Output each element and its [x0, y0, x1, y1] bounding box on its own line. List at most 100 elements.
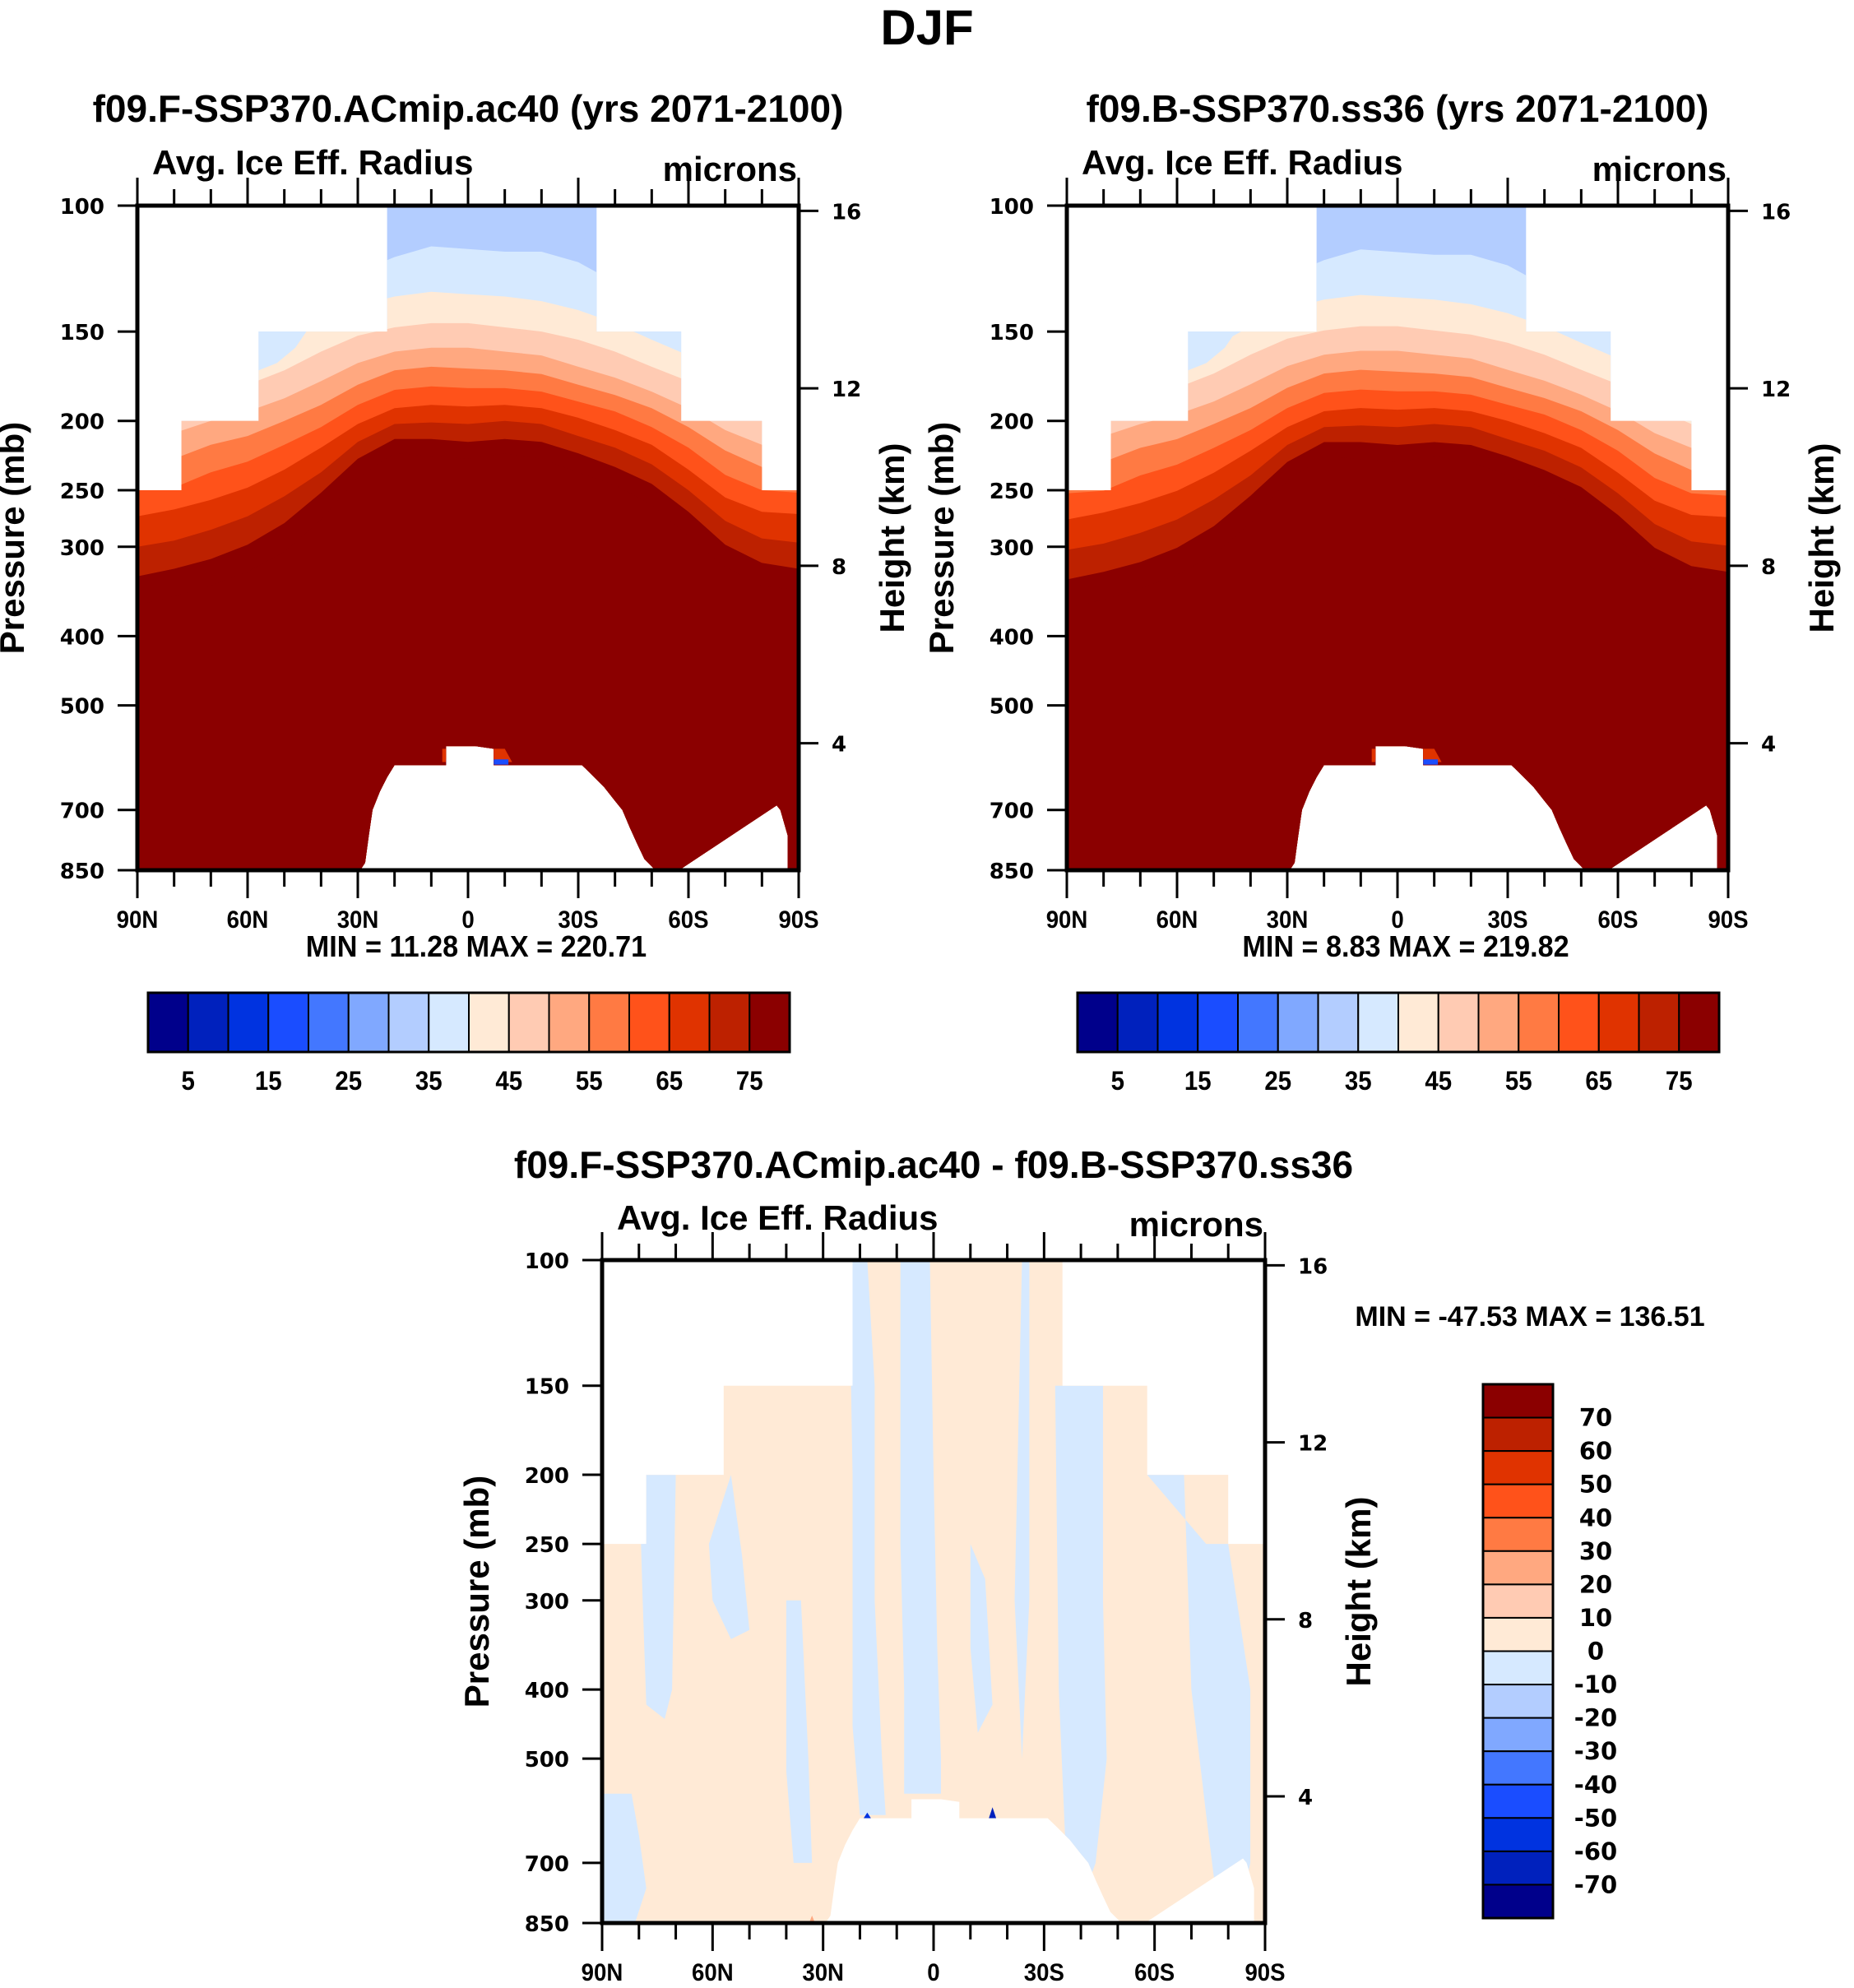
colorbar-frame	[146, 991, 791, 1054]
colorbar-label: -60	[1574, 1837, 1617, 1865]
y-right-tick-label: 16	[1761, 200, 1791, 225]
colorbar-swatch	[1482, 1416, 1554, 1453]
y-tick-label: 500	[525, 1748, 569, 1773]
y-tick-label: 250	[525, 1533, 569, 1558]
colorbar-swatch	[428, 992, 470, 1053]
colorbar-swatch	[1237, 992, 1279, 1053]
contour-band	[786, 1600, 813, 1863]
units-label: microns	[1129, 1205, 1263, 1244]
y-tick-label: 400	[990, 625, 1034, 650]
colorbar-swatch	[708, 992, 751, 1053]
x-tick-label: 90N	[582, 1959, 623, 1986]
y-tick-label: 500	[60, 695, 104, 720]
y-right-tick-label: 8	[1298, 1609, 1313, 1633]
x-tick-label: 60S	[668, 906, 708, 934]
colorbar-swatch	[1482, 1717, 1554, 1753]
colorbar-swatch	[1482, 1450, 1554, 1485]
contour-band	[1054, 1385, 1107, 1905]
colorbar-swatch	[668, 992, 711, 1053]
colorbar-swatch	[1482, 1650, 1554, 1686]
colorbar-swatch	[227, 992, 270, 1053]
contour-band	[258, 331, 307, 371]
colorbar-swatch	[187, 992, 229, 1053]
colorbar-swatch	[1437, 992, 1480, 1053]
colorbar-swatch	[628, 992, 670, 1053]
y-right-axis-label: Height (km)	[1802, 443, 1841, 633]
colorbar-swatch	[308, 992, 350, 1053]
colorbar-swatch	[1116, 992, 1159, 1053]
y-right-tick-label: 12	[1761, 378, 1791, 402]
x-tick-label: 60N	[227, 906, 269, 934]
y-right-axis-label: Height (km)	[873, 443, 911, 633]
min-max-stats: MIN = 8.83 MAX = 219.82	[1242, 930, 1569, 963]
colorbar: 5 15 25 35 45 55 65 75	[146, 991, 791, 1096]
contour-artifact	[989, 1807, 997, 1819]
colorbar: 70 60 50 40 30 20 10 0 -10 -20 -30 -40 -50 -60 -70	[1481, 1383, 1617, 1920]
x-tick-label: 60S	[1597, 906, 1638, 934]
variable-label: Avg. Ice Eff. Radius	[152, 143, 474, 182]
contour-artifact	[926, 1807, 952, 1819]
contour-artifact	[863, 1812, 871, 1819]
colorbar-swatch	[1482, 1483, 1554, 1519]
colorbar-label: 45	[495, 1066, 522, 1096]
colorbar-swatch	[1156, 992, 1199, 1053]
y-right-tick-label: 12	[832, 378, 861, 402]
y-tick-label: 150	[60, 321, 104, 345]
y-tick-label: 150	[990, 321, 1034, 345]
contour-band	[602, 1793, 647, 1923]
chart-panel-top-left: f09.F-SSP370.ACmip.ac40 (yrs 2071-2100) A…	[0, 87, 911, 1096]
units-label: microns	[663, 150, 797, 188]
colorbar-swatch	[1638, 992, 1680, 1053]
colorbar-swatch	[1482, 1750, 1554, 1786]
y-tick-label: 700	[525, 1852, 569, 1877]
colorbar-frame	[1076, 991, 1721, 1054]
x-tick-label: 0	[927, 1959, 939, 1986]
colorbar-swatch	[1477, 992, 1520, 1053]
contour-band	[900, 1260, 941, 1794]
colorbar-swatch	[1482, 1783, 1554, 1819]
y-tick-label: 150	[525, 1375, 569, 1400]
colorbar-swatch	[1518, 992, 1560, 1053]
colorbar-label: 45	[1425, 1066, 1452, 1096]
colorbar: 5 15 25 35 45 55 65 75	[1076, 991, 1721, 1096]
colorbar-swatch	[387, 992, 430, 1053]
y-axis-label: Pressure (mb)	[457, 1476, 496, 1708]
contour-band	[970, 1544, 993, 1733]
variable-label: Avg. Ice Eff. Radius	[1082, 143, 1403, 182]
colorbar-label: -30	[1574, 1737, 1617, 1765]
colorbar-label: 50	[1579, 1471, 1612, 1499]
y-tick-label: 200	[990, 410, 1034, 435]
contour-band	[137, 453, 799, 870]
colorbar-label: 15	[1184, 1066, 1212, 1096]
colorbar-label: 10	[1579, 1604, 1612, 1632]
y-tick-label: 700	[60, 799, 104, 824]
colorbar-swatch	[1357, 992, 1399, 1053]
colorbar-swatch	[1277, 992, 1319, 1053]
colorbar-label: 65	[1585, 1066, 1612, 1096]
colorbar-label: 55	[576, 1066, 603, 1096]
y-tick-label: 700	[990, 799, 1034, 824]
x-tick-label: 90N	[1046, 906, 1088, 934]
y-right-tick-label: 4	[832, 733, 846, 758]
contour-band	[1014, 1260, 1030, 1759]
colorbar-frame	[1481, 1383, 1555, 1920]
y-axis-label: Pressure (mb)	[922, 422, 961, 654]
y-tick-label: 100	[60, 195, 104, 220]
colorbar-label: 40	[1579, 1504, 1612, 1532]
contour-band	[1067, 456, 1728, 870]
y-tick-label: 850	[525, 1912, 569, 1937]
x-tick-label: 90N	[117, 906, 159, 934]
colorbar-label: -50	[1574, 1804, 1617, 1832]
colorbar-label: 70	[1579, 1404, 1612, 1432]
colorbar-swatch	[468, 992, 510, 1053]
y-tick-label: 100	[990, 195, 1034, 220]
colorbar-swatch	[1558, 992, 1600, 1053]
colorbar-swatch	[1482, 1383, 1554, 1419]
page-title: DJF	[0, 2, 1854, 54]
contour-artifact	[1375, 759, 1439, 765]
y-tick-label: 200	[525, 1464, 569, 1489]
colorbar-swatch	[1077, 992, 1119, 1053]
colorbar-label: 75	[736, 1066, 763, 1096]
colorbar-swatch	[508, 992, 550, 1053]
